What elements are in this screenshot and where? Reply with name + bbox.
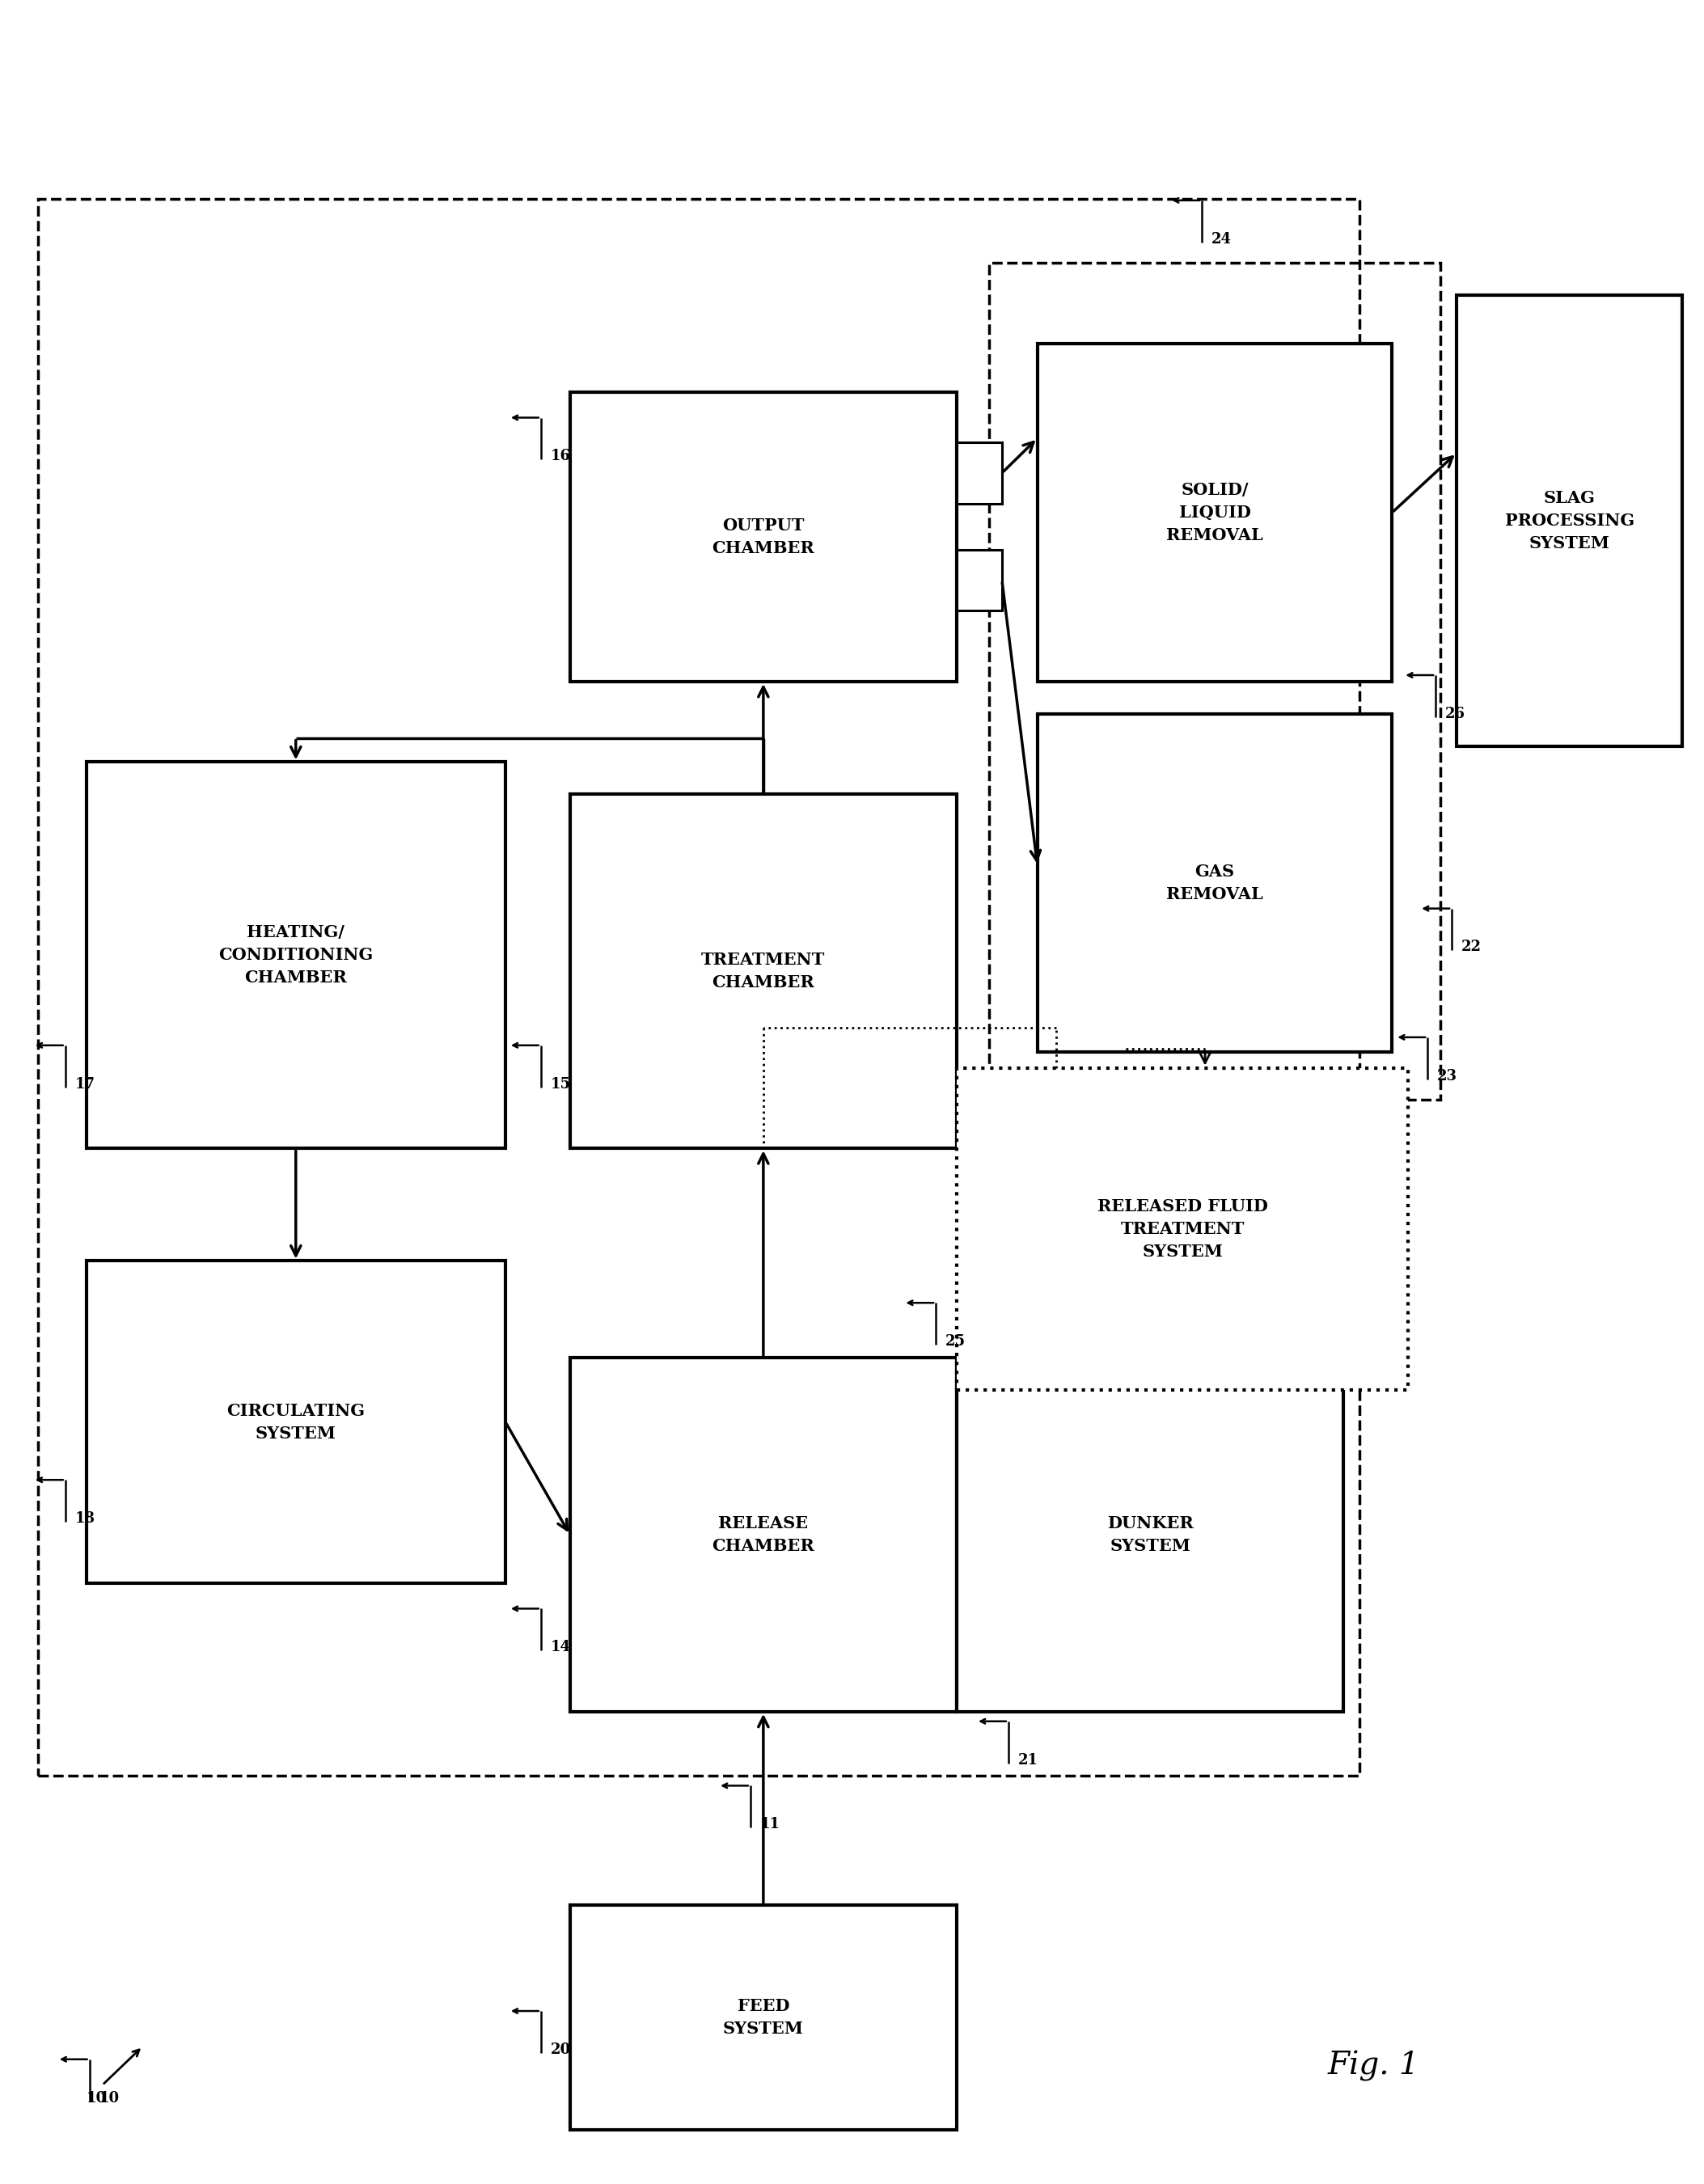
Bar: [956, 1358, 1344, 1712]
Text: FEED
SYSTEM: FEED SYSTEM: [722, 1998, 804, 2038]
Text: HEATING/
CONDITIONING
CHAMBER: HEATING/ CONDITIONING CHAMBER: [218, 924, 373, 985]
Bar: [956, 443, 1002, 505]
Text: DUNKER
SYSTEM: DUNKER SYSTEM: [1108, 1516, 1193, 1555]
Text: 20: 20: [550, 2042, 571, 2057]
Bar: [1038, 714, 1392, 1053]
Text: RELEASE
CHAMBER: RELEASE CHAMBER: [712, 1516, 815, 1555]
Text: 10: 10: [87, 2090, 107, 2105]
Bar: [1457, 295, 1682, 747]
Text: Fig. 1: Fig. 1: [1327, 2051, 1419, 2081]
Bar: [569, 795, 956, 1149]
Text: 11: 11: [760, 1817, 780, 1832]
Text: 17: 17: [75, 1077, 95, 1092]
Text: 14: 14: [550, 1640, 571, 1655]
Bar: [569, 1904, 956, 2129]
Bar: [569, 391, 956, 681]
Bar: [87, 1260, 506, 1583]
Text: 25: 25: [946, 1334, 966, 1350]
Bar: [87, 762, 506, 1149]
Text: 26: 26: [1445, 705, 1465, 721]
Text: 24: 24: [1212, 232, 1232, 247]
Text: TREATMENT
CHAMBER: TREATMENT CHAMBER: [702, 952, 825, 992]
Text: CIRCULATING
SYSTEM: CIRCULATING SYSTEM: [227, 1402, 365, 1441]
Text: SLAG
PROCESSING
SYSTEM: SLAG PROCESSING SYSTEM: [1505, 489, 1634, 550]
Text: 10: 10: [99, 2090, 119, 2105]
Text: 22: 22: [1462, 939, 1481, 954]
Text: 15: 15: [550, 1077, 571, 1092]
Text: 16: 16: [550, 450, 571, 463]
Bar: [37, 199, 1360, 1776]
Bar: [1038, 343, 1392, 681]
Text: 21: 21: [1017, 1752, 1038, 1767]
Bar: [988, 262, 1440, 1101]
Text: RELEASED FLUID
TREATMENT
SYSTEM: RELEASED FLUID TREATMENT SYSTEM: [1097, 1199, 1268, 1260]
Text: OUTPUT
CHAMBER: OUTPUT CHAMBER: [712, 518, 815, 557]
Text: SOLID/
LIQUID
REMOVAL: SOLID/ LIQUID REMOVAL: [1166, 483, 1263, 544]
Bar: [956, 550, 1002, 612]
Text: GAS
REMOVAL: GAS REMOVAL: [1166, 863, 1263, 902]
Text: 18: 18: [75, 1511, 95, 1527]
Text: 23: 23: [1436, 1068, 1457, 1083]
Bar: [956, 1068, 1408, 1389]
Bar: [569, 1358, 956, 1712]
